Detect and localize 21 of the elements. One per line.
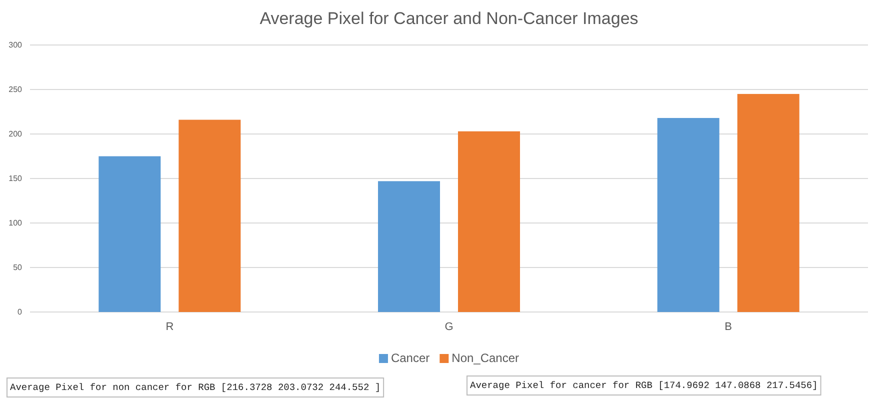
legend-label: Cancer <box>390 351 430 365</box>
bar <box>378 181 440 312</box>
y-tick-label: 150 <box>8 174 23 184</box>
bar <box>98 156 161 312</box>
text: Average Pixel for non cancer for RGB [216.3728 203.0732 244.552 ] <box>10 382 381 393</box>
chart-title: Average Pixel for Cancer and Non-Cancer Images <box>260 9 638 28</box>
bar <box>657 118 720 312</box>
y-tick-label: 200 <box>8 130 23 139</box>
bar <box>178 120 241 312</box>
y-tick-label: 250 <box>8 85 23 94</box>
y-tick-label: 50 <box>13 263 23 272</box>
text: Average Pixel for cancer for RGB [174.9692 147.0868 217.5456] <box>470 380 818 391</box>
legend-label: Non_Cancer <box>452 351 520 365</box>
y-tick-label: 0 <box>18 308 23 317</box>
bar <box>737 94 800 312</box>
bar <box>458 131 520 312</box>
y-tick-label: 300 <box>8 40 23 50</box>
x-tick-label: B <box>724 320 732 333</box>
y-tick-label: 100 <box>8 218 23 228</box>
x-tick-label: R <box>166 320 174 333</box>
x-tick-label: G <box>444 320 454 333</box>
